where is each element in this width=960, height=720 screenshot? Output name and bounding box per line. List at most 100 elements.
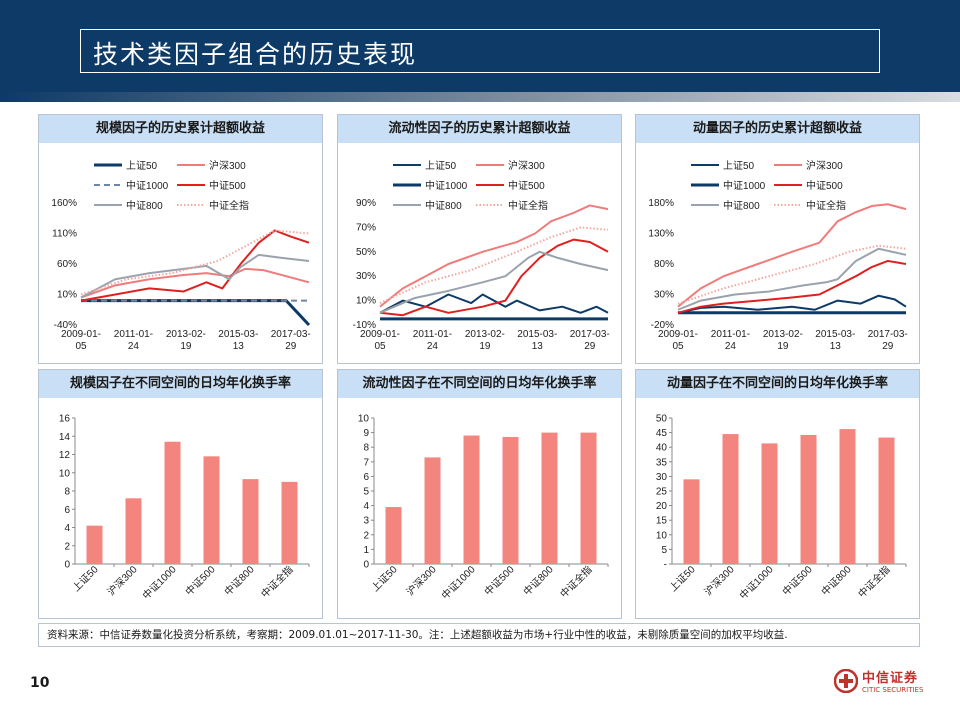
panel-title: 动量因子在不同空间的日均年化换手率 (636, 370, 919, 398)
x-tick-label: 中证500 (481, 563, 516, 598)
y-tick-label: 8 (64, 487, 70, 498)
x-tick-label: 24 (427, 341, 439, 352)
x-tick-label: 24 (128, 341, 140, 352)
y-tick-label: 160% (51, 198, 77, 209)
bar (424, 457, 441, 564)
y-tick-label: 10 (358, 414, 370, 425)
y-tick-label: 10 (656, 530, 668, 541)
panel-size-turnover: 规模因子在不同空间的日均年化换手率 0 2 4 6 8 10 12 14 16 上证50 沪深300… (38, 369, 323, 619)
x-tick-label: 05 (75, 341, 87, 352)
y-tick-label: -10% (353, 320, 376, 331)
line-chart-momentum: 上证50 沪深300 中证1000 中证500 中证800 中证全指 -20% 30% 80% 1… (648, 159, 907, 352)
bar (463, 435, 480, 564)
x-tick-label: 中证全指 (855, 563, 892, 600)
series-line (80, 229, 310, 296)
page-title: 技术类因子组合的历史表现 (93, 40, 418, 69)
x-tick-label: 中证500 (779, 563, 814, 598)
legend-label: 中证800 (723, 199, 760, 212)
x-tick-label: 中证1000 (439, 563, 478, 602)
legend-label: 沪深300 (209, 159, 246, 172)
legend-label: 中证800 (126, 199, 163, 212)
header-bar: 技术类因子组合的历史表现 (0, 0, 960, 92)
logo-text-en: CITIC SECURITIES (862, 686, 924, 694)
x-tick-label: 2009-01- (61, 329, 101, 340)
legend-label: 中证500 (806, 179, 843, 192)
panel-liquidity-turnover: 流动性因子在不同空间的日均年化换手率 0 1 2 3 4 5 6 7 8 9 10 上证50 沪深300… (337, 369, 622, 619)
bar (722, 434, 739, 564)
x-tick-label: 2013-02- (763, 329, 803, 340)
y-tick-label: 10% (57, 290, 77, 301)
series-line (677, 259, 907, 314)
legend-label: 中证800 (425, 199, 462, 212)
x-tick-label: 05 (672, 341, 684, 352)
y-tick-label: 12 (59, 450, 71, 461)
x-tick-label: 2015-03- (218, 329, 258, 340)
series-line (379, 204, 609, 308)
y-tick-label: 0 (363, 560, 369, 571)
y-tick-label: 16 (59, 414, 71, 425)
line-chart-liquidity: 上证50 沪深300 中证1000 中证500 中证800 中证全指 -10% 10% 30% 5… (353, 159, 610, 352)
legend-label: 中证全指 (209, 199, 249, 212)
x-tick-label: 19 (180, 341, 192, 352)
legend-label: 中证1000 (425, 179, 468, 192)
y-tick-label: 80% (654, 259, 674, 270)
y-tick-label: 1 (363, 545, 369, 556)
y-tick-label: -40% (54, 320, 77, 331)
y-tick-label: 70% (356, 222, 376, 233)
y-tick-label: - (664, 560, 667, 571)
y-tick-label: 40 (656, 443, 668, 454)
panel-title: 动量因子的历史累计超额收益 (636, 115, 919, 143)
y-tick-label: -20% (651, 320, 674, 331)
bar (800, 434, 817, 564)
panel-title: 流动性因子在不同空间的日均年化换手率 (338, 370, 621, 398)
y-tick-label: 180% (648, 198, 674, 209)
line-chart-size: 上证50 沪深300 中证1000 中证500 中证800 中证全指 -40% 10% 60% 1… (51, 159, 311, 352)
x-tick-label: 2009-01- (360, 329, 400, 340)
series-line (80, 229, 310, 302)
company-logo: 中信证券 CITIC SECURITIES (834, 664, 938, 698)
header-stripe (0, 92, 960, 102)
bar (683, 479, 700, 564)
y-tick-label: 15 (656, 516, 668, 527)
y-tick-label: 4 (64, 523, 70, 534)
series-line (677, 294, 907, 314)
x-tick-label: 2017-03- (271, 329, 311, 340)
bar (580, 432, 597, 564)
title-box: 技术类因子组合的历史表现 (80, 29, 880, 73)
x-tick-label: 2011-01- (413, 329, 452, 340)
y-tick-label: 2 (363, 530, 369, 541)
x-tick-label: 中证全指 (258, 563, 295, 600)
panel-title: 规模因子在不同空间的日均年化换手率 (39, 370, 322, 398)
x-tick-label: 沪深300 (104, 563, 139, 598)
x-tick-label: 上证50 (369, 563, 400, 594)
x-tick-label: 沪深300 (701, 563, 736, 598)
x-tick-label: 2013-02- (166, 329, 206, 340)
series-line (80, 253, 310, 299)
y-tick-label: 10 (59, 468, 71, 479)
bar-chart-liquidity: 0 1 2 3 4 5 6 7 8 9 10 上证50 沪深300 中证1000 中证500 中证800 中证全… (358, 414, 609, 602)
y-tick-label: 20 (656, 501, 668, 512)
bar (242, 479, 259, 564)
legend-label: 沪深300 (508, 159, 545, 172)
legend-label: 中证全指 (508, 199, 548, 212)
y-tick-label: 50% (356, 247, 376, 258)
bar (385, 507, 402, 564)
bar-chart-momentum: - 5 10 15 20 25 30 35 40 45 50 上证50 沪深300 中证1000 中证500… (656, 414, 907, 602)
legend-label: 中证1000 (126, 179, 169, 192)
panel-momentum-turnover: 动量因子在不同空间的日均年化换手率 - 5 10 15 20 25 30 35 40 45 50 上证… (635, 369, 920, 619)
series-line (80, 267, 310, 299)
series-line (379, 226, 609, 304)
bar (839, 429, 856, 564)
legend-label: 中证500 (508, 179, 545, 192)
y-tick-label: 35 (656, 457, 668, 468)
y-tick-label: 4 (363, 501, 369, 512)
y-tick-label: 9 (363, 428, 369, 439)
bar (541, 432, 558, 564)
y-tick-label: 25 (656, 487, 668, 498)
x-tick-label: 中证1000 (737, 563, 776, 602)
bar (281, 481, 298, 564)
y-tick-label: 45 (656, 428, 668, 439)
x-tick-label: 19 (777, 341, 789, 352)
x-tick-label: 2013-02- (465, 329, 505, 340)
x-tick-label: 2015-03- (517, 329, 557, 340)
